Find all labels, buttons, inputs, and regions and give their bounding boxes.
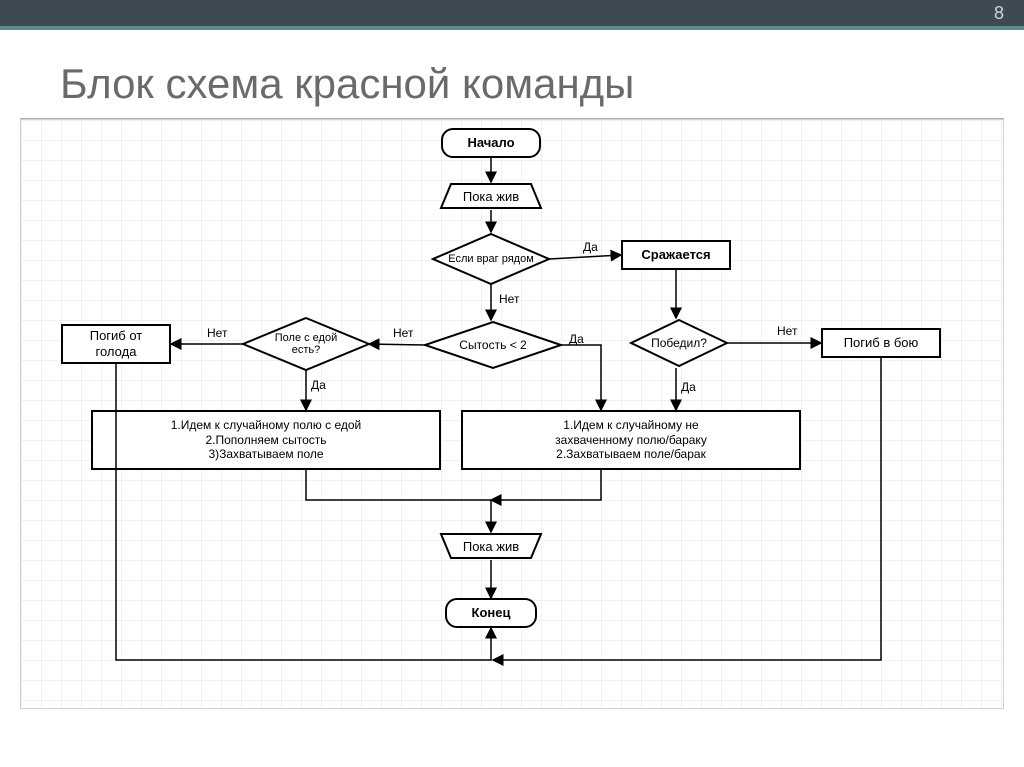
node-loop-bot-label: Пока жив (439, 532, 543, 560)
node-proc-left: 1.Идем к случайному полю с едой 2.Пополн… (91, 410, 441, 470)
label-food-yes: Да (311, 378, 326, 392)
header-bar: 8 (0, 0, 1024, 30)
label-enemy-yes: Да (583, 240, 598, 254)
label-satiety-yes: Да (569, 332, 584, 346)
slide-title: Блок схема красной команды (0, 30, 1024, 118)
node-loop-top-label: Пока жив (439, 182, 543, 210)
page-number: 8 (994, 3, 1004, 24)
label-satiety-no: Нет (393, 326, 413, 340)
node-food-field-label: Поле с едой есть? (241, 316, 371, 372)
node-start: Начало (441, 128, 541, 158)
label-won-yes: Да (681, 380, 696, 394)
node-enemy-label: Если враг рядом (431, 232, 551, 286)
flowchart-canvas: Начало Пока жив Если враг рядом Сражаетс… (20, 119, 1004, 709)
node-proc-right: 1.Идем к случайному не захваченному полю… (461, 410, 801, 470)
node-fight: Сражается (621, 240, 731, 270)
label-enemy-no: Нет (499, 292, 519, 306)
label-won-no: Нет (777, 324, 797, 338)
node-end: Конец (445, 598, 537, 628)
node-won-label: Победил? (629, 318, 729, 368)
node-satiety-label: Сытость < 2 (423, 320, 563, 370)
node-died-fight: Погиб в бою (821, 328, 941, 358)
node-died-hunger: Погиб от голода (61, 324, 171, 364)
label-food-no: Нет (207, 326, 227, 340)
